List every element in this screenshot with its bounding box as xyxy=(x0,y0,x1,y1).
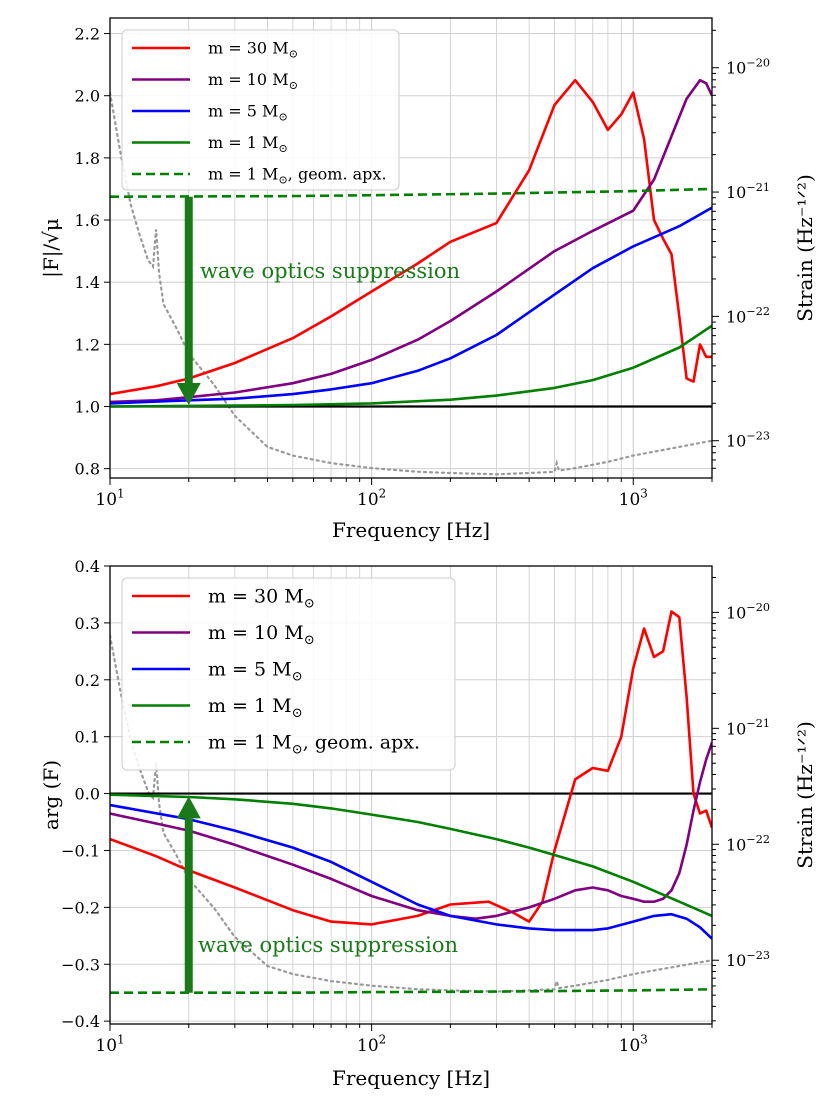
right-tick-label: 10−22 xyxy=(726,305,770,326)
right-axis-label: Strain (Hz⁻¹ᐟ²) xyxy=(793,721,817,869)
x-tick-label: 103 xyxy=(619,486,648,510)
y-tick-label: 0.8 xyxy=(75,460,100,479)
legend-label-3: m = 1 M⊙ xyxy=(208,133,288,155)
series-line-1 xyxy=(110,78,712,404)
legend-label-4: m = 1 M⊙, geom. apx. xyxy=(208,165,387,187)
y-tick-label: 1.6 xyxy=(75,211,100,230)
series-line-2 xyxy=(110,206,712,405)
right-tick-label: 10−23 xyxy=(726,949,770,970)
right-tick-label: 10−20 xyxy=(726,601,770,622)
x-tick-label: 102 xyxy=(357,486,386,510)
y-axis-label: |F|/√μ xyxy=(39,218,64,278)
right-tick-label: 10−21 xyxy=(726,181,770,202)
right-tick-label: 10−23 xyxy=(726,430,770,451)
annotation-text: wave optics suppression xyxy=(198,933,458,957)
y-tick-label: 0.2 xyxy=(75,671,100,690)
x-axis-label: Frequency [Hz] xyxy=(332,518,490,542)
series-line-3 xyxy=(110,324,712,408)
y-tick-label: −0.1 xyxy=(61,841,100,860)
legend-box xyxy=(121,577,456,771)
y-axis-label: arg (F) xyxy=(39,760,63,830)
series-line-2 xyxy=(110,803,712,940)
y-tick-label: 0.3 xyxy=(75,614,100,633)
x-tick-label: 103 xyxy=(619,1032,648,1056)
legend: m = 30 M⊙ m = 10 M⊙ m = 5 M⊙ m = 1 M⊙ m = 1 … xyxy=(121,577,456,771)
bottom-panel: wave optics suppression m = 30 M⊙ m = 10 M… xyxy=(39,557,817,1090)
y-tick-label: 1.4 xyxy=(75,273,100,292)
x-axis-label: Frequency [Hz] xyxy=(332,1066,490,1090)
y-tick-label: −0.3 xyxy=(61,955,100,974)
y-tick-label: 1.0 xyxy=(75,398,100,417)
series-line-0 xyxy=(110,78,712,396)
y-tick-label: 0.4 xyxy=(75,557,100,576)
x-tick-label: 102 xyxy=(357,1032,386,1056)
right-tick-label: 10−22 xyxy=(726,833,770,854)
legend-box xyxy=(121,29,400,191)
legend-label-2: m = 5 M⊙ xyxy=(208,102,288,124)
annotation-arrow-head xyxy=(176,382,201,405)
y-tick-label: 0.1 xyxy=(75,728,100,747)
y-tick-label: 1.8 xyxy=(75,149,100,168)
right-tick-label: 10−21 xyxy=(726,717,770,738)
top-panel: wave optics suppression m = 30 M⊙ m = 10 M… xyxy=(39,17,817,542)
noise-curve xyxy=(110,634,712,993)
x-tick-label: 101 xyxy=(95,486,124,510)
legend-label-0: m = 30 M⊙ xyxy=(208,39,298,61)
annotation-arrow-head xyxy=(176,796,201,819)
y-tick-label: 2.0 xyxy=(75,87,100,106)
y-tick-label: 2.2 xyxy=(75,25,100,44)
y-tick-label: −0.2 xyxy=(61,898,100,917)
legend-label-0: m = 30 M⊙ xyxy=(208,586,315,612)
legend-label-4: m = 1 M⊙, geom. apx. xyxy=(208,732,420,758)
y-tick-label: 0.0 xyxy=(75,785,100,804)
noise-curve xyxy=(110,91,712,476)
series-line-0 xyxy=(110,610,712,926)
right-axis-label: Strain (Hz⁻¹ᐟ²) xyxy=(793,174,817,322)
legend-label-3: m = 1 M⊙ xyxy=(208,695,303,721)
axes-frame xyxy=(109,565,713,1025)
y-tick-label: −0.4 xyxy=(61,1012,100,1031)
legend-label-1: m = 10 M⊙ xyxy=(208,622,315,648)
series-line-4 xyxy=(110,988,712,994)
annotation-text: wave optics suppression xyxy=(200,259,460,283)
y-tick-label: 1.2 xyxy=(75,335,100,354)
right-tick-label: 10−20 xyxy=(726,57,770,78)
series-line-3 xyxy=(110,793,712,918)
legend-label-1: m = 10 M⊙ xyxy=(208,70,298,92)
x-tick-label: 101 xyxy=(95,1032,124,1056)
series-line-4 xyxy=(110,187,712,198)
series-line-1 xyxy=(110,741,712,920)
legend-label-2: m = 5 M⊙ xyxy=(208,659,303,685)
axes-frame xyxy=(109,17,713,479)
legend: m = 30 M⊙ m = 10 M⊙ m = 5 M⊙ m = 1 M⊙ m = 1 … xyxy=(121,29,400,191)
